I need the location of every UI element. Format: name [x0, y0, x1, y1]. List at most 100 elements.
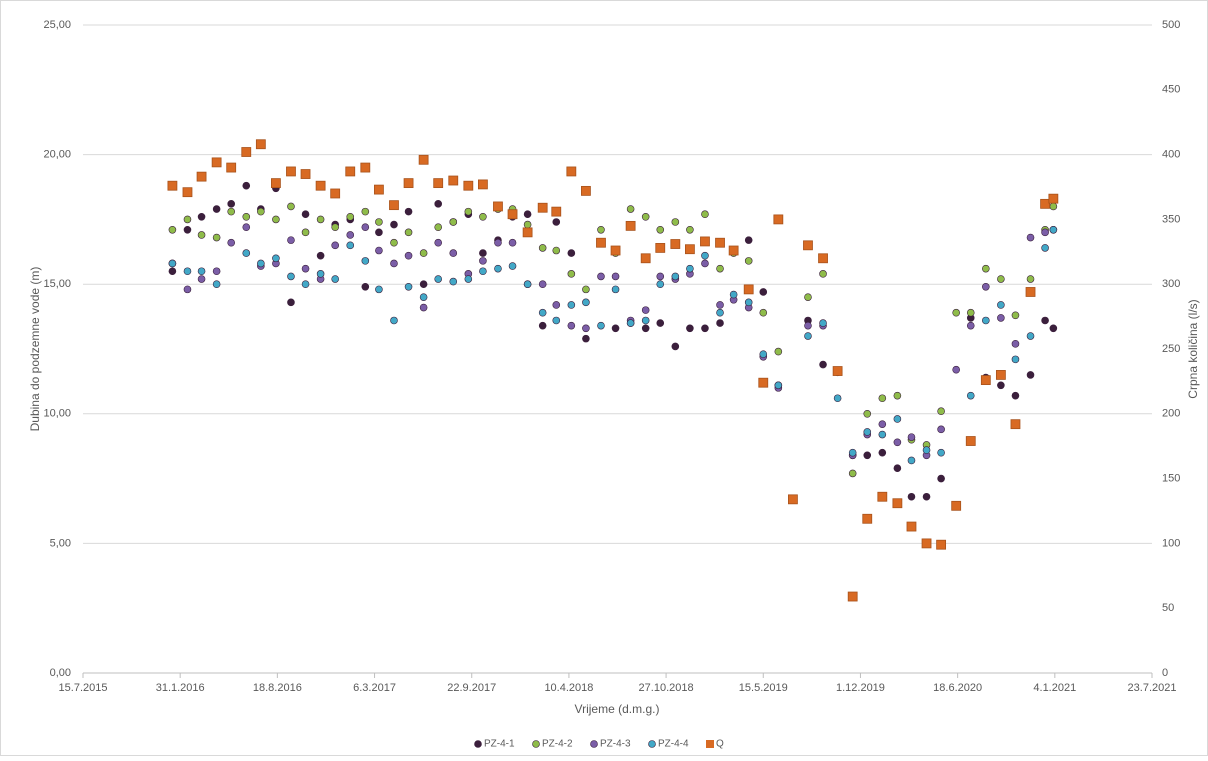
point: [582, 334, 590, 343]
point: [212, 205, 221, 213]
point: [419, 303, 428, 312]
point: [1041, 316, 1049, 325]
point: [744, 298, 753, 307]
point: [907, 433, 916, 441]
point: [255, 139, 266, 150]
point: [848, 448, 857, 457]
point: [301, 264, 310, 273]
point: [1049, 225, 1058, 234]
point: [907, 456, 916, 465]
point: [701, 251, 709, 260]
y-tick-label: 5,00: [50, 537, 71, 549]
point: [952, 308, 960, 317]
point: [316, 251, 325, 260]
x-tick-label: 27.10.2018: [639, 682, 694, 694]
point: [1049, 202, 1058, 211]
point: [596, 237, 606, 248]
point: [982, 264, 990, 273]
point: [538, 280, 547, 289]
point: [966, 308, 975, 317]
point: [183, 285, 192, 294]
legend-label: Q: [716, 739, 724, 750]
point: [183, 267, 192, 276]
point: [242, 249, 251, 257]
point: [995, 370, 1006, 380]
point: [167, 180, 178, 191]
point: [330, 188, 341, 199]
point: [449, 249, 458, 257]
point: [758, 377, 769, 388]
point: [404, 251, 413, 260]
point: [759, 288, 768, 296]
point: [463, 180, 474, 191]
point: [538, 321, 547, 330]
point: [403, 178, 414, 189]
y2-tick-label: 50: [1162, 602, 1174, 614]
point: [361, 207, 370, 216]
point: [701, 259, 709, 268]
point: [361, 257, 370, 265]
point: [671, 218, 680, 226]
point: [567, 249, 576, 257]
point: [804, 321, 812, 330]
point: [759, 308, 768, 317]
point: [449, 218, 458, 226]
point: [878, 420, 887, 428]
y-tick-label: 20,00: [43, 149, 71, 161]
point: [434, 223, 442, 231]
point: [980, 375, 991, 386]
x-tick-label: 4.1.2021: [1033, 682, 1076, 694]
point: [759, 350, 768, 358]
legend-label: PZ-4-2: [542, 739, 573, 750]
point: [862, 513, 873, 524]
point: [641, 306, 650, 314]
point: [552, 301, 561, 309]
point: [641, 316, 650, 325]
x-tick-label: 18.8.2016: [253, 682, 302, 694]
point: [418, 154, 429, 165]
point: [744, 236, 753, 244]
x-tick-label: 6.3.2017: [353, 682, 396, 694]
point: [700, 236, 710, 247]
point: [448, 175, 459, 186]
y-tick-label: 25,00: [43, 19, 71, 31]
point: [361, 223, 370, 231]
point: [686, 324, 694, 333]
point: [227, 200, 236, 208]
point: [773, 214, 784, 225]
point: [257, 259, 265, 268]
point: [227, 238, 236, 247]
legend-marker: [706, 740, 714, 748]
point: [493, 201, 503, 212]
point: [701, 210, 709, 219]
point: [552, 316, 561, 325]
point: [211, 157, 222, 168]
point: [361, 282, 370, 291]
point: [906, 521, 917, 532]
point: [287, 202, 295, 211]
point: [878, 394, 887, 403]
point: [966, 321, 975, 330]
point: [508, 262, 517, 270]
point: [464, 207, 473, 216]
point: [272, 215, 280, 224]
point: [182, 187, 193, 198]
point: [434, 275, 442, 283]
y2-tick-label: 250: [1162, 343, 1180, 355]
point: [701, 324, 709, 333]
point: [346, 241, 355, 250]
x-tick-label: 22.9.2017: [447, 682, 496, 694]
point: [1026, 371, 1035, 379]
point: [1011, 311, 1020, 320]
point: [1025, 287, 1036, 297]
point: [464, 275, 473, 283]
point: [360, 162, 371, 173]
point: [168, 225, 177, 234]
point: [936, 539, 947, 550]
point: [196, 171, 207, 182]
point: [893, 464, 902, 473]
point: [538, 244, 547, 252]
point: [375, 246, 383, 255]
point: [197, 213, 206, 221]
